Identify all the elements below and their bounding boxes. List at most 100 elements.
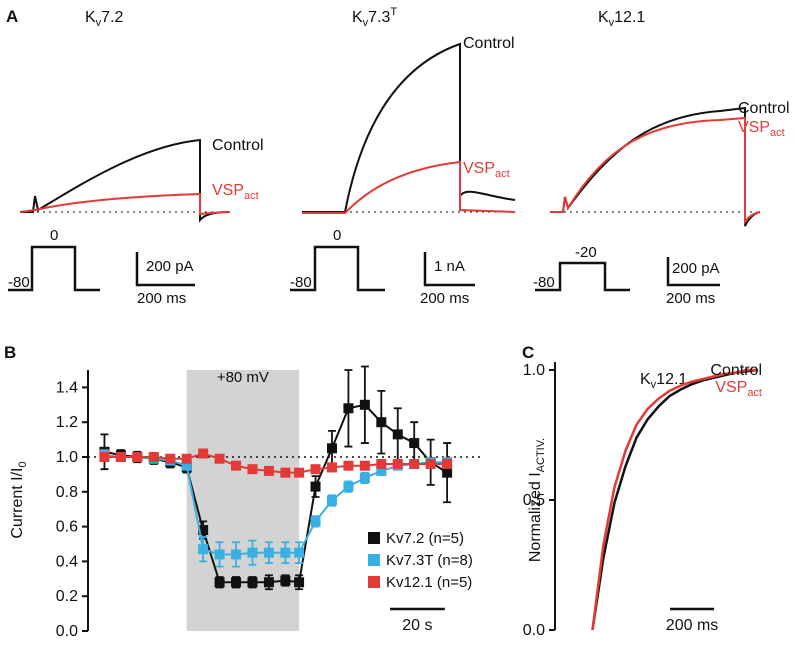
scale-bar (135, 252, 195, 287)
trace-label: VSPact (463, 160, 510, 180)
y-tick-label: 1.0 (523, 362, 545, 379)
trace-vsp (19, 192, 231, 216)
scale-label: 200 ms (666, 290, 715, 307)
scale-label: 200 ms (137, 290, 186, 307)
data-point (442, 467, 453, 478)
data-point (181, 453, 192, 464)
data-point (115, 452, 126, 462)
trace-label: Control (738, 100, 790, 117)
data-point (343, 481, 354, 492)
scale-label: 200 ms (666, 617, 718, 634)
data-point (392, 458, 403, 469)
data-point (263, 547, 274, 558)
y-tick-label: 0.0 (523, 622, 545, 639)
series-line (104, 452, 448, 474)
y-axis-label: Current I/I0 (9, 461, 29, 538)
data-point (280, 547, 291, 558)
panel-label: A (6, 7, 18, 26)
scale-label: 200 ms (420, 290, 469, 307)
data-point (132, 452, 143, 462)
voltage-protocol (290, 245, 385, 292)
data-point (343, 460, 354, 471)
panel-title: Kv7.2 (85, 9, 124, 29)
data-point (181, 460, 192, 471)
trace-control (20, 138, 231, 223)
data-point (280, 467, 291, 478)
data-point (294, 467, 305, 478)
legend-label: VSPact (715, 379, 762, 399)
legend-label: Kv12.1 (n=5) (386, 574, 472, 591)
data-point (359, 472, 370, 483)
scale-bar (666, 257, 720, 287)
data-point (359, 399, 370, 410)
data-point (310, 481, 321, 492)
data-point (247, 547, 258, 558)
panel-title: Kv7.3T (352, 6, 397, 29)
step-label: -20 (575, 244, 597, 261)
legend-swatch (368, 576, 380, 588)
legend-part: VSP (715, 379, 747, 396)
panel-title: Kv12.1 (640, 371, 687, 391)
y-tick-label: 0.8 (56, 484, 78, 501)
data-point (263, 577, 274, 588)
panel-title: Kv12.1 (598, 9, 645, 29)
data-point (165, 453, 176, 464)
holding-label: -80 (8, 274, 30, 291)
panel-a1: Kv7.2 Control VSPact -80 0 200 pA 200 ms (8, 9, 264, 307)
data-point (343, 403, 354, 414)
y-axis-label: Normalized IACTIV. (527, 438, 547, 562)
trace-label: Control (463, 35, 515, 52)
data-point (198, 544, 209, 555)
trace-control (550, 106, 761, 227)
data-point (214, 549, 225, 560)
voltage-protocol (8, 245, 100, 292)
trace-vsp (550, 116, 761, 226)
data-point (231, 460, 242, 471)
data-point (294, 577, 305, 588)
series-line (591, 368, 758, 631)
scale-bar (423, 252, 475, 287)
panel-label: B (4, 343, 16, 362)
data-point (326, 495, 337, 506)
y-tick-label: 0.6 (56, 519, 78, 536)
data-point (326, 443, 337, 454)
scale-label: 200 pA (146, 258, 194, 275)
data-point (214, 453, 225, 464)
data-point (198, 525, 209, 536)
stimulus-shade (186, 370, 300, 631)
data-point (376, 417, 387, 428)
legend-label: Kv7.2 (n=5) (386, 530, 464, 547)
trace-control (302, 42, 516, 213)
y-tick-label: 1.2 (56, 414, 78, 431)
data-point (214, 577, 225, 588)
scale-label: 200 pA (672, 260, 720, 277)
data-point (294, 547, 305, 558)
series-line (104, 454, 448, 556)
trace-vsp (302, 160, 516, 214)
data-point (392, 429, 403, 440)
data-point (310, 464, 321, 475)
y-tick-label: 0.0 (56, 623, 78, 640)
legend-label: Kv7.3T (n=8) (386, 552, 473, 569)
data-point (376, 465, 387, 476)
legend-label: Control (710, 362, 762, 379)
panel-a2: Kv7.3T Control VSPact -80 0 1 nA 200 ms (290, 6, 516, 307)
legend-swatch (368, 532, 380, 544)
legend-part: act (747, 387, 762, 399)
panel-a3: Kv12.1 Control VSPact -80 -20 200 pA 200… (533, 9, 790, 307)
data-point (409, 438, 420, 449)
trace-label: Control (212, 137, 264, 154)
y-tick-label: 0.5 (523, 492, 545, 509)
y-tick-label: 0.4 (56, 553, 78, 570)
data-point (247, 464, 258, 475)
trace-label: VSPact (738, 119, 785, 139)
data-point (409, 458, 420, 469)
data-point (280, 575, 291, 586)
trace-label: VSPact (212, 182, 259, 202)
data-point (247, 577, 258, 588)
data-point (198, 448, 209, 459)
legend-swatch (368, 554, 380, 566)
data-point (326, 462, 337, 473)
series-line (591, 368, 758, 631)
